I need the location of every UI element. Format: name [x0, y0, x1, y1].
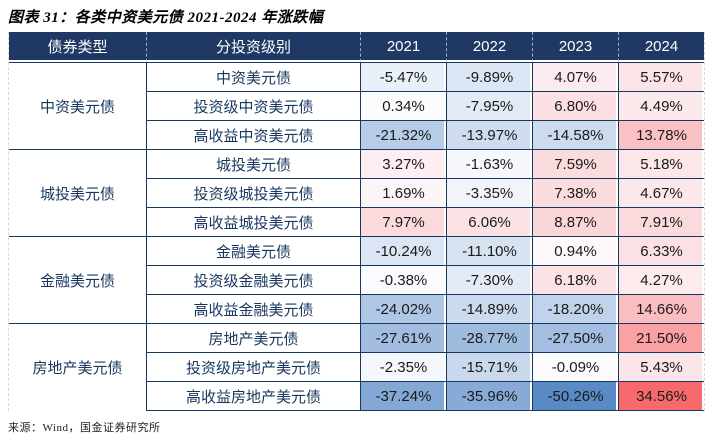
bond-subtype-cell: 房地产美元债 [146, 323, 360, 352]
value-cell: 6.33% [618, 236, 704, 265]
value-cell: -2.35% [360, 352, 446, 381]
table-row: 投资级金融美元债 -0.38% -7.30% 6.18% 4.27% [9, 265, 704, 294]
bond-subtype-cell: 城投美元债 [146, 149, 360, 178]
bond-subtype-cell: 投资级金融美元债 [146, 265, 360, 294]
value-cell: -1.63% [446, 149, 532, 178]
value-cell: 1.69% [360, 178, 446, 207]
table-header: 债券类型 分投资级别 2021 2022 2023 2024 [9, 32, 704, 62]
value-cell: -27.50% [532, 323, 618, 352]
table-row: 高收益中资美元债 -21.32% -13.97% -14.58% 13.78% [9, 120, 704, 149]
source-note: 来源：Wind，国金证券研究所 [8, 422, 161, 434]
value-cell: -9.89% [446, 62, 532, 91]
table-row: 高收益城投美元债 7.97% 6.06% 8.87% 7.91% [9, 207, 704, 236]
table-row: 金融美元债 金融美元债 -10.24% -11.10% 0.94% 6.33% [9, 236, 704, 323]
table-row: 房地产美元债 房地产美元债 -27.61% -28.77% -27.50% 21… [9, 323, 704, 411]
table-row: 投资级城投美元债 1.69% -3.35% 7.38% 4.67% [9, 178, 704, 207]
value-cell: 3.27% [360, 149, 446, 178]
bond-type-cell: 金融美元债 [9, 236, 146, 323]
value-cell: -14.58% [532, 120, 618, 149]
header-2024: 2024 [618, 32, 704, 62]
value-cell: -10.24% [360, 236, 446, 265]
value-cell: 5.43% [618, 352, 704, 381]
bond-type-cell: 房地产美元债 [9, 323, 146, 411]
value-cell: -27.61% [360, 323, 446, 352]
table-row: 投资级中资美元债 0.34% -7.95% 6.80% 4.49% [9, 91, 704, 120]
bond-subtype-cell: 金融美元债 [146, 236, 360, 265]
header-grade: 分投资级别 [146, 32, 360, 62]
bond-type-cell: 中资美元债 [9, 62, 146, 149]
bond-subtype-cell: 投资级中资美元债 [146, 91, 360, 120]
value-cell: 34.56% [618, 381, 704, 411]
value-cell: 7.38% [532, 178, 618, 207]
value-cell: -24.02% [360, 294, 446, 323]
bond-subtype-cell: 高收益中资美元债 [146, 120, 360, 149]
value-cell: 8.87% [532, 207, 618, 236]
table-row: 中资美元债 中资美元债 -5.47% -9.89% 4.07% 5.57% [9, 62, 704, 149]
bond-type-cell: 城投美元债 [9, 149, 146, 236]
value-cell: -7.95% [446, 91, 532, 120]
header-2022: 2022 [446, 32, 532, 62]
bond-subtype-cell: 投资级城投美元债 [146, 178, 360, 207]
value-cell: 4.67% [618, 178, 704, 207]
bond-subtype-cell: 中资美元债 [146, 62, 360, 91]
value-cell: 21.50% [618, 323, 704, 352]
value-cell: -18.20% [532, 294, 618, 323]
value-cell: 4.49% [618, 91, 704, 120]
value-cell: -3.35% [446, 178, 532, 207]
value-cell: 5.18% [618, 149, 704, 178]
header-row: 债券类型 分投资级别 2021 2022 2023 2024 [9, 32, 704, 62]
value-cell: 5.57% [618, 62, 704, 91]
value-cell: 7.97% [360, 207, 446, 236]
value-cell: 14.66% [618, 294, 704, 323]
value-cell: 0.94% [532, 236, 618, 265]
value-cell: -28.77% [446, 323, 532, 352]
value-cell: -50.26% [532, 381, 618, 411]
value-cell: 7.59% [532, 149, 618, 178]
bond-subtype-cell: 投资级房地产美元债 [146, 352, 360, 381]
bond-subtype-cell: 高收益金融美元债 [146, 294, 360, 323]
header-2021: 2021 [360, 32, 446, 62]
value-cell: -0.09% [532, 352, 618, 381]
header-2023: 2023 [532, 32, 618, 62]
value-cell: -13.97% [446, 120, 532, 149]
value-cell: 6.18% [532, 265, 618, 294]
value-cell: -14.89% [446, 294, 532, 323]
value-cell: -21.32% [360, 120, 446, 149]
value-cell: -15.71% [446, 352, 532, 381]
table-row: 高收益金融美元债 -24.02% -14.89% -18.20% 14.66% [9, 294, 704, 323]
figure-title: 图表 31：各类中资美元债 2021-2024 年涨跌幅 [8, 10, 324, 26]
header-bond-type: 债券类型 [9, 32, 146, 62]
value-cell: -0.38% [360, 265, 446, 294]
value-cell: 7.91% [618, 207, 704, 236]
value-cell: 6.06% [446, 207, 532, 236]
value-cell: 4.27% [618, 265, 704, 294]
bond-subtype-cell: 高收益城投美元债 [146, 207, 360, 236]
table-row: 高收益房地产美元债 -37.24% -35.96% -50.26% 34.56% [9, 381, 704, 411]
value-cell: -35.96% [446, 381, 532, 411]
value-cell: 0.34% [360, 91, 446, 120]
returns-table: 债券类型 分投资级别 2021 2022 2023 2024 中资美元债 中资美… [8, 32, 705, 411]
value-cell: 6.80% [532, 91, 618, 120]
value-cell: 13.78% [618, 120, 704, 149]
value-cell: -11.10% [446, 236, 532, 265]
value-cell: -5.47% [360, 62, 446, 91]
value-cell: 4.07% [532, 62, 618, 91]
value-cell: -7.30% [446, 265, 532, 294]
table-row: 投资级房地产美元债 -2.35% -15.71% -0.09% 5.43% [9, 352, 704, 381]
table-row: 城投美元债 城投美元债 3.27% -1.63% 7.59% 5.18% [9, 149, 704, 236]
